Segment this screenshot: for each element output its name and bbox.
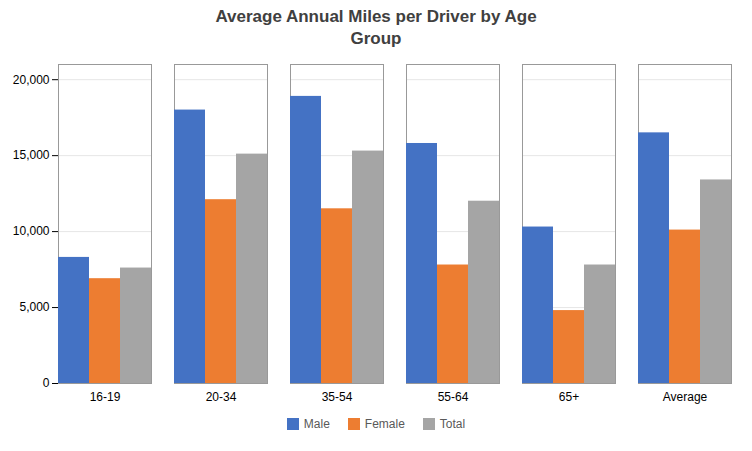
svg-text:15,000: 15,000 — [13, 149, 50, 163]
html-text:Female: Female — [364, 417, 405, 432]
svg-text:55-64: 55-64 — [438, 390, 469, 404]
svg-text:35-54: 35-54 — [322, 390, 353, 404]
svg-text:Average: Average — [663, 390, 708, 404]
svg-text:0: 0 — [43, 377, 50, 391]
html-text:Average Annual Miles per Drive: Average Annual Miles per Driver by Age — [215, 7, 537, 26]
svg-text:5,000: 5,000 — [19, 301, 49, 315]
html-text:Male: Male — [303, 417, 330, 432]
svg-text:16-19: 16-19 — [90, 390, 121, 404]
svg-text:20,000: 20,000 — [13, 73, 50, 87]
svg-text:20-34: 20-34 — [206, 390, 237, 404]
html-text:Total: Total — [439, 417, 466, 432]
html-text:Group: Group — [350, 29, 402, 49]
svg-text:65+: 65+ — [559, 390, 579, 404]
svg-text:10,000: 10,000 — [13, 225, 50, 239]
